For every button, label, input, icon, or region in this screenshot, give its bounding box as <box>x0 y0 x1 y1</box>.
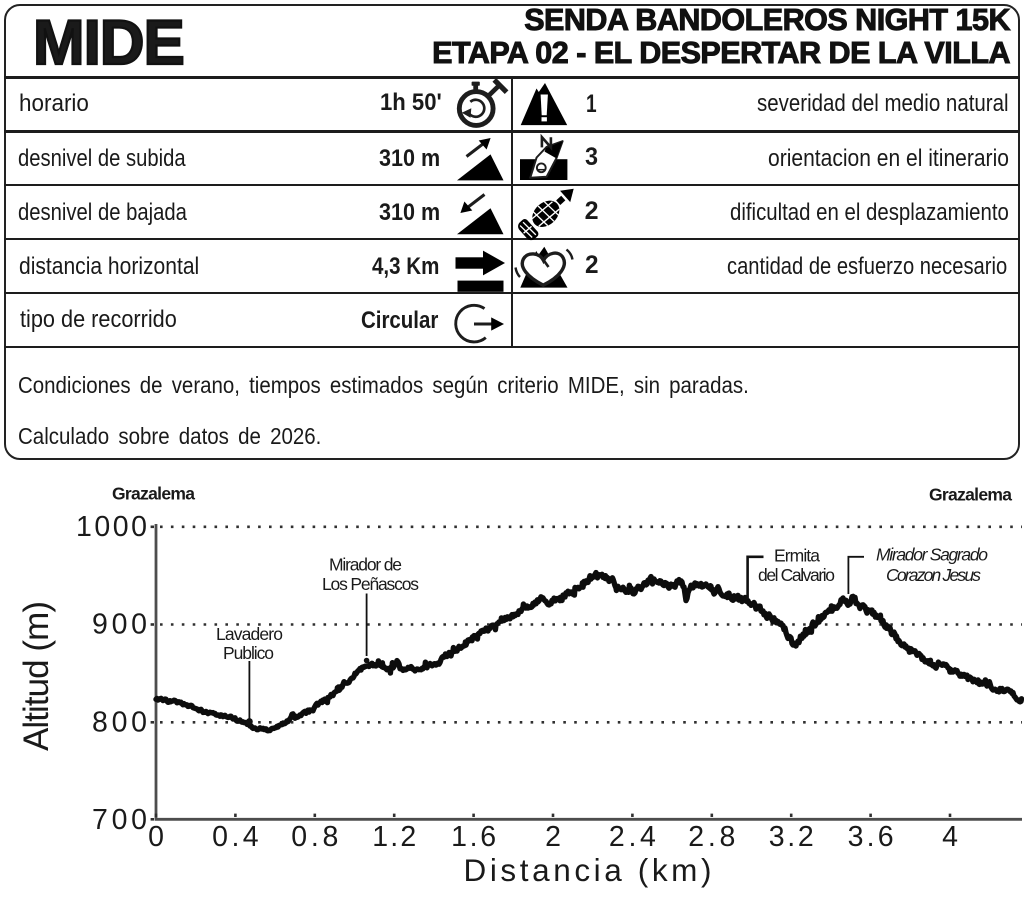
svg-text:0.4: 0.4 <box>212 821 259 853</box>
svg-text:del Calvario: del Calvario <box>758 565 835 585</box>
svg-text:1.2: 1.2 <box>372 821 416 853</box>
svg-text:0.8: 0.8 <box>291 821 338 853</box>
svg-text:1.6: 1.6 <box>451 821 496 853</box>
svg-text:700: 700 <box>92 804 147 836</box>
svg-text:Altitud (m): Altitud (m) <box>17 601 56 751</box>
svg-text:Los Peñascos: Los Peñascos <box>322 574 419 594</box>
svg-text:Ermita: Ermita <box>774 546 820 566</box>
svg-text:900: 900 <box>92 609 147 641</box>
svg-text:2.4: 2.4 <box>609 821 656 853</box>
svg-text:Lavadero: Lavadero <box>216 624 283 644</box>
svg-text:800: 800 <box>92 706 147 738</box>
svg-text:1000: 1000 <box>76 511 147 543</box>
svg-text:Mirador Sagrado: Mirador Sagrado <box>876 545 988 565</box>
svg-text:4: 4 <box>942 821 958 853</box>
svg-text:0: 0 <box>148 821 164 853</box>
svg-text:2.8: 2.8 <box>688 821 735 853</box>
svg-text:Corazon Jesus: Corazon Jesus <box>886 565 981 585</box>
svg-text:3.6: 3.6 <box>848 821 894 853</box>
svg-text:Publico: Publico <box>223 643 274 663</box>
svg-text:Grazalema: Grazalema <box>929 485 1012 505</box>
svg-text:Grazalema: Grazalema <box>112 484 195 504</box>
svg-text:Distancia (km): Distancia (km) <box>464 852 712 888</box>
svg-text:Mirador de: Mirador de <box>329 555 402 575</box>
svg-text:3.2: 3.2 <box>769 821 814 853</box>
svg-text:2: 2 <box>545 821 561 853</box>
